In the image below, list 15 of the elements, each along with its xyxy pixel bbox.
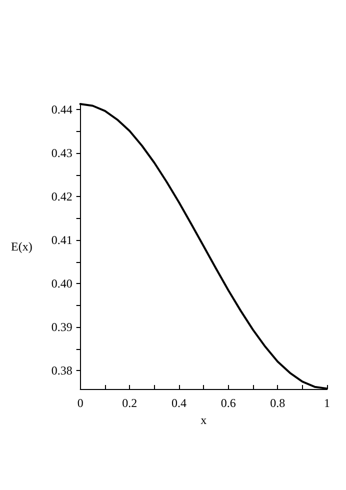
x-tick-label: 0 [77, 396, 84, 410]
y-tick-label: 0.42 [51, 190, 72, 204]
y-tick-label: 0.44 [51, 102, 72, 117]
x-tick-label: 0.4 [171, 396, 186, 410]
y-tick-label: 0.43 [51, 146, 72, 160]
y-tick-label: 0.40 [51, 276, 72, 291]
y-axis-title: E(x) [10, 240, 32, 254]
x-axis-title: x [200, 412, 207, 427]
x-tick-label: 1 [324, 396, 330, 410]
x-tick-label: 0.6 [220, 396, 236, 410]
x-tick-label: 0.8 [270, 396, 286, 410]
y-tick-label: 0.41 [51, 233, 72, 248]
y-tick-label: 0.38 [51, 364, 72, 378]
y-tick-label: 0.39 [51, 320, 72, 334]
x-tick-label: 0.2 [122, 396, 138, 410]
